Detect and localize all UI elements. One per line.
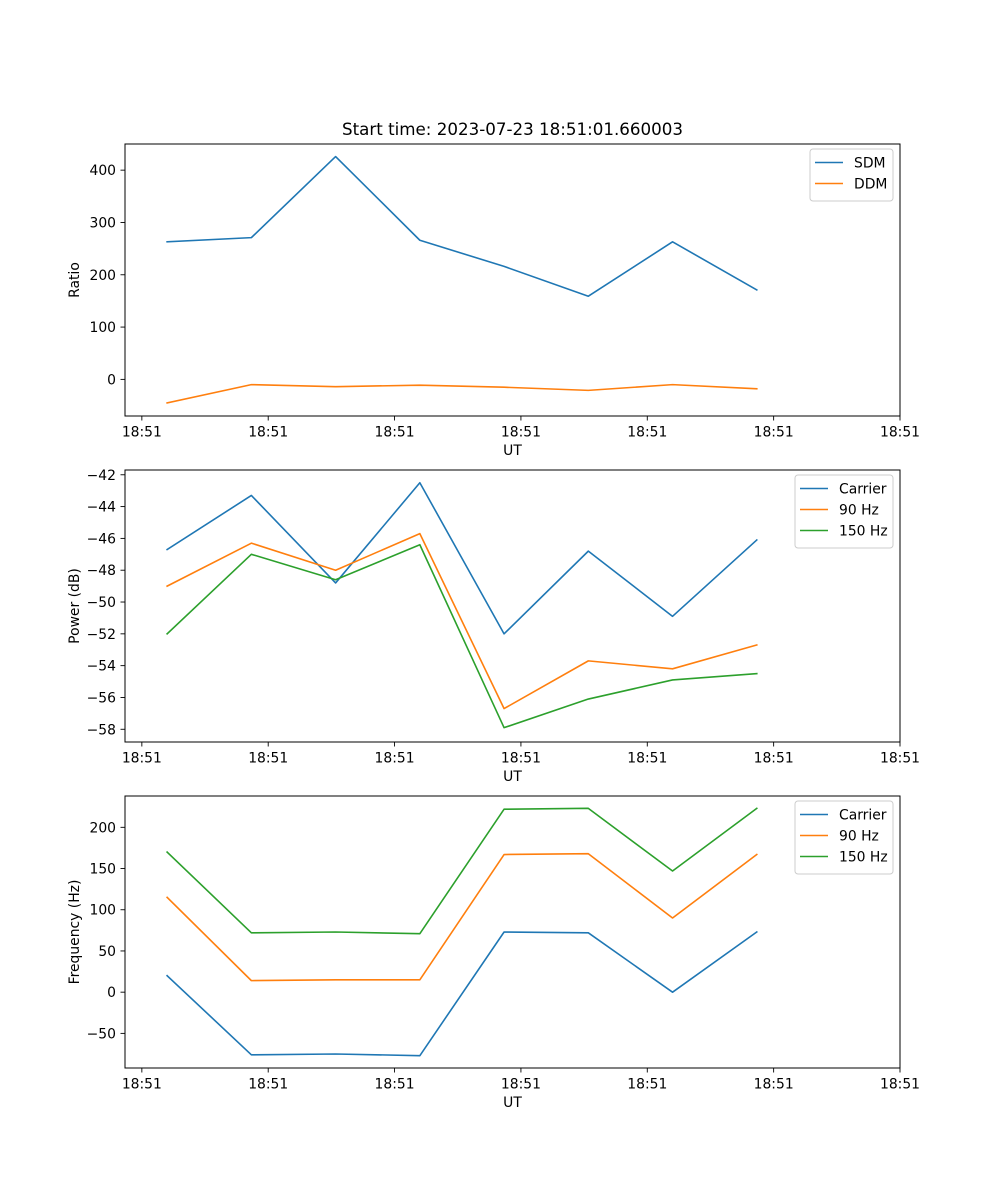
x-tick-label: 18:51	[627, 425, 667, 441]
y-tick-label: −44	[87, 500, 116, 516]
figure-title: Start time: 2023-07-23 18:51:01.660003	[342, 119, 683, 139]
x-tick-label: 18:51	[880, 1077, 920, 1093]
chart-panel-3: 18:51 18:51 18:51 18:51 18:51 18:51 18:51 −50 0 5…	[67, 795, 920, 1111]
y-tick-label: −56	[87, 690, 116, 706]
y-tick-label: −58	[87, 722, 116, 738]
axes-frame	[124, 795, 901, 1069]
chart-panels: 18:51 18:51 18:51 18:51 18:51 18:51 18:51 0 100 2…	[67, 143, 920, 1111]
series-line-90-hz	[166, 532, 758, 710]
x-tick-label: 18:51	[754, 1077, 794, 1093]
y-tick-label: 0	[107, 372, 116, 388]
x-tick-label: 18:51	[122, 425, 162, 441]
y-tick-label: −50	[87, 595, 116, 611]
legend-label: 90 Hz	[839, 829, 879, 845]
x-axis-label: UT	[503, 443, 522, 459]
y-tick-label: 400	[89, 163, 116, 179]
y-tick-label: 100	[89, 320, 116, 336]
y-axis-label: Power (dB)	[67, 568, 83, 644]
y-tick-label: −52	[87, 627, 116, 643]
y-tick-label: 150	[89, 862, 116, 878]
y-tick-label: −50	[87, 1026, 116, 1042]
x-tick-label: 18:51	[375, 751, 415, 767]
y-tick-label: 200	[89, 268, 116, 284]
legend: Carrier 90 Hz 150 Hz	[794, 800, 894, 875]
legend: Carrier 90 Hz 150 Hz	[794, 474, 894, 549]
y-tick-label: 50	[98, 944, 116, 960]
y-axis-label: Frequency (Hz)	[67, 880, 83, 985]
x-tick-label: 18:51	[627, 751, 667, 767]
y-tick-label: 300	[89, 215, 116, 231]
x-tick-label: 18:51	[122, 1077, 162, 1093]
y-tick-label: −46	[87, 531, 116, 547]
chart-panel-1: 18:51 18:51 18:51 18:51 18:51 18:51 18:51 0 100 2…	[67, 143, 920, 459]
y-tick-label: −48	[87, 563, 116, 579]
legend-label: 150 Hz	[839, 850, 888, 866]
x-tick-label: 18:51	[501, 751, 541, 767]
x-tick-label: 18:51	[501, 1077, 541, 1093]
x-tick-label: 18:51	[880, 425, 920, 441]
series-line-150-hz	[165, 543, 758, 729]
y-tick-label: −54	[87, 659, 116, 675]
x-tick-label: 18:51	[375, 1077, 415, 1093]
y-tick-label: 100	[89, 903, 116, 919]
x-axis-label: UT	[503, 1095, 522, 1111]
x-tick-label: 18:51	[248, 751, 288, 767]
series-line-sdm	[166, 155, 758, 298]
legend-label: 150 Hz	[839, 524, 888, 540]
axes-frame	[124, 469, 901, 743]
x-tick-label: 18:51	[248, 1077, 288, 1093]
y-tick-label: 0	[107, 985, 116, 1001]
series-line-carrier	[166, 481, 758, 635]
x-tick-label: 18:51	[501, 425, 541, 441]
legend-label: 90 Hz	[839, 503, 879, 519]
legend: SDM DDM	[809, 148, 894, 202]
series-line-carrier	[165, 930, 758, 1057]
axes-frame	[124, 143, 901, 417]
chart-panel-2: 18:51 18:51 18:51 18:51 18:51 18:51 18:51 −58 −5…	[67, 468, 920, 785]
legend-label: Carrier	[839, 808, 887, 824]
y-tick-label: −42	[87, 468, 116, 484]
x-tick-label: 18:51	[627, 1077, 667, 1093]
legend-label: DDM	[854, 177, 887, 193]
series-line-90-hz	[165, 852, 758, 982]
series-line-ddm	[166, 383, 758, 404]
x-tick-label: 18:51	[248, 425, 288, 441]
x-tick-label: 18:51	[880, 751, 920, 767]
legend-label: Carrier	[839, 482, 887, 498]
y-axis-label: Ratio	[67, 262, 83, 298]
x-tick-label: 18:51	[122, 751, 162, 767]
x-tick-label: 18:51	[754, 751, 794, 767]
x-tick-label: 18:51	[754, 425, 794, 441]
legend-label: SDM	[854, 156, 886, 172]
x-axis-label: UT	[503, 769, 522, 785]
x-tick-label: 18:51	[375, 425, 415, 441]
series-line-150-hz	[165, 807, 758, 935]
y-tick-label: 200	[89, 820, 116, 836]
